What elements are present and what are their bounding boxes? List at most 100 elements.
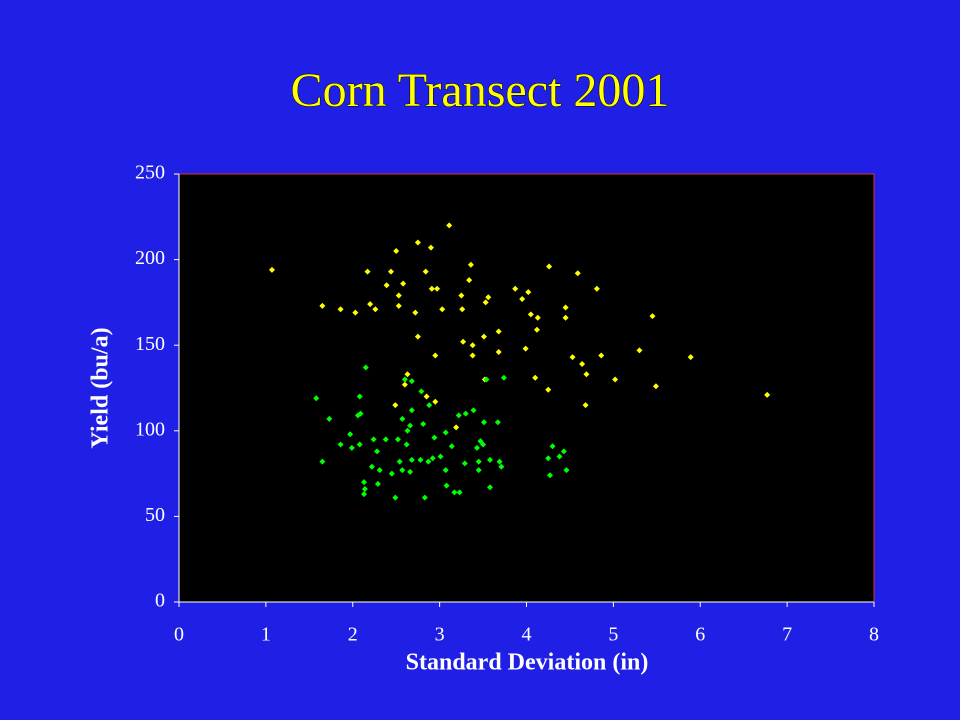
point [407,468,414,475]
point [652,383,659,390]
point [473,444,480,451]
point [470,407,477,414]
point [313,395,320,402]
point [475,458,482,465]
point [582,402,589,409]
point [392,402,399,409]
point [408,456,415,463]
point [374,448,381,455]
point [427,244,434,251]
x-tick-label: 5 [608,624,618,646]
point [432,352,439,359]
point [593,285,600,292]
y-tick-label: 100 [135,418,165,440]
point [268,266,275,273]
point [421,494,428,501]
point [437,453,444,460]
point [319,458,326,465]
point [367,301,374,308]
x-tick-label: 0 [174,624,184,646]
point [532,374,539,381]
point [598,352,605,359]
point [462,410,469,417]
point [422,268,429,275]
point [337,441,344,448]
point [495,349,502,356]
point [319,302,326,309]
point [388,470,395,477]
point [560,448,567,455]
point [469,342,476,349]
point [392,494,399,501]
point [569,354,576,361]
chart-title: Corn Transect 2001 [291,64,670,117]
point [483,376,490,383]
point [456,489,463,496]
point [362,364,369,371]
point [408,378,415,385]
point [480,419,487,426]
point [372,306,379,313]
point [451,489,458,496]
point [400,280,407,287]
point [356,441,363,448]
point [477,438,484,445]
point [348,444,355,451]
x-tick-label: 2 [348,624,358,646]
point [546,263,553,270]
point [460,338,467,345]
point [404,371,411,378]
point [534,314,541,321]
point [387,268,394,275]
point [370,436,377,443]
point [347,431,354,438]
point [403,441,410,448]
x-tick-label: 4 [522,624,532,646]
point [357,410,364,417]
point [583,371,590,378]
point [408,407,415,414]
x-axis-label: Standard Deviation (in) [406,650,649,676]
y-tick-label: 200 [135,247,165,269]
point [393,248,400,255]
point [612,376,619,383]
point [404,427,411,434]
point [458,292,465,299]
point [434,285,441,292]
y-tick-label: 250 [135,162,165,184]
point [326,415,333,422]
point [498,463,505,470]
point [443,482,450,489]
point [448,443,455,450]
point [337,306,344,313]
point [425,458,432,465]
point [423,393,430,400]
point [455,412,462,419]
point [426,402,433,409]
point [361,491,368,498]
point [459,306,466,313]
point [407,422,414,429]
x-tick-label: 3 [435,624,445,646]
point [356,393,363,400]
point [361,479,368,486]
point [485,294,492,301]
point [545,386,552,393]
x-tick-label: 8 [869,624,879,646]
point [487,484,494,491]
point [412,309,419,316]
point [361,486,368,493]
point [429,455,436,462]
point [487,456,494,463]
point [764,391,771,398]
point [562,304,569,311]
point [364,268,371,275]
point [431,434,438,441]
point [399,467,406,474]
x-tick-label: 1 [261,624,271,646]
point [480,441,487,448]
point [394,436,401,443]
point [395,302,402,309]
point [636,347,643,354]
